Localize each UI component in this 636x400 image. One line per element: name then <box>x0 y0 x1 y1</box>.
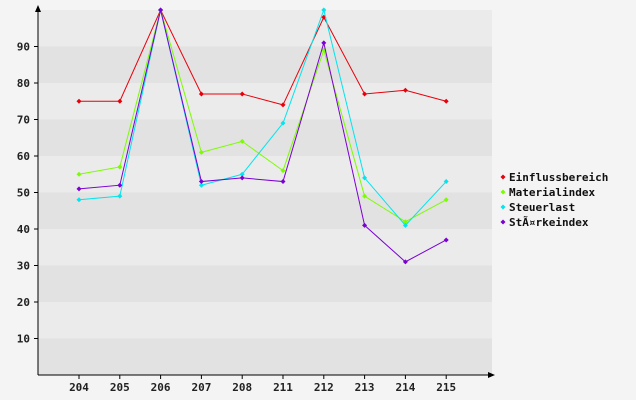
data-point <box>443 179 449 185</box>
x-tick-label: 208 <box>232 381 252 394</box>
data-point <box>280 102 286 108</box>
data-point <box>198 149 204 155</box>
series-line <box>78 8 447 227</box>
series-0 <box>76 7 449 108</box>
grid-band <box>38 302 492 339</box>
y-axis-arrow <box>35 5 41 12</box>
legend-label: Einflussbereich <box>509 171 608 184</box>
data-point <box>280 179 286 185</box>
data-point <box>239 91 245 97</box>
grid-band <box>38 10 492 47</box>
legend-marker <box>500 174 506 180</box>
data-point <box>158 7 164 13</box>
data-point <box>321 7 327 13</box>
data-point <box>198 182 204 188</box>
data-point <box>402 259 408 265</box>
data-point <box>76 197 82 203</box>
legend-label: Materialindex <box>509 186 595 199</box>
grid-band <box>38 265 492 302</box>
y-tick-label: 90 <box>17 41 30 54</box>
data-point <box>280 168 286 174</box>
data-point <box>239 138 245 144</box>
y-tick-label: 60 <box>17 150 30 163</box>
data-point <box>321 40 327 46</box>
data-point <box>362 175 368 181</box>
data-point <box>76 186 82 192</box>
data-point <box>76 171 82 177</box>
data-point <box>402 87 408 93</box>
data-point <box>117 98 123 104</box>
x-tick-label: 204 <box>69 381 89 394</box>
legend-marker <box>500 189 506 195</box>
data-point <box>117 193 123 199</box>
legend-label: Steuerlast <box>509 201 575 214</box>
data-point <box>402 219 408 225</box>
data-point <box>443 237 449 243</box>
data-point <box>321 14 327 20</box>
data-point <box>198 91 204 97</box>
axes <box>35 5 495 378</box>
data-point <box>362 222 368 228</box>
grid-band <box>38 156 492 193</box>
x-tick-label: 213 <box>355 381 375 394</box>
series-layer <box>76 7 449 265</box>
data-point <box>443 197 449 203</box>
x-axis-arrow <box>488 372 495 378</box>
y-axis-ticks: 10 20 30 40 50 60 70 80 90 <box>17 41 38 346</box>
y-tick-label: 70 <box>17 114 30 127</box>
y-tick-label: 10 <box>17 333 30 346</box>
y-tick-label: 50 <box>17 187 30 200</box>
data-point <box>402 222 408 228</box>
x-tick-label: 214 <box>395 381 415 394</box>
data-point <box>117 164 123 170</box>
x-tick-label: 212 <box>314 381 334 394</box>
y-tick-label: 20 <box>17 296 30 309</box>
legend: Einflussbereich Materialindex Steuerlast St… <box>500 171 608 229</box>
legend-marker <box>500 219 506 225</box>
y-tick-label: 80 <box>17 77 30 90</box>
x-tick-label: 211 <box>273 381 293 394</box>
x-tick-label: 206 <box>151 381 171 394</box>
legend-marker <box>500 204 506 210</box>
x-tick-label: 215 <box>436 381 456 394</box>
grid-band <box>38 119 492 156</box>
data-point <box>443 98 449 104</box>
data-point <box>239 175 245 181</box>
series-line <box>78 9 447 263</box>
data-point <box>280 120 286 126</box>
grid-band <box>38 338 492 375</box>
plot-background <box>38 10 492 375</box>
series-3 <box>76 7 449 265</box>
legend-label: StÃ¤rkeindex <box>509 216 589 229</box>
data-point <box>239 171 245 177</box>
x-axis-ticks: 204 205 206 207 208 211 212 213 214 215 <box>69 375 456 394</box>
grid-band <box>38 192 492 229</box>
data-point <box>76 98 82 104</box>
y-tick-label: 40 <box>17 223 30 236</box>
y-tick-label: 30 <box>17 260 30 273</box>
data-point <box>198 179 204 185</box>
grid-band <box>38 46 492 83</box>
x-tick-label: 205 <box>110 381 130 394</box>
grid-band <box>38 229 492 266</box>
data-point <box>362 193 368 199</box>
series-line <box>78 8 447 223</box>
data-point <box>117 182 123 188</box>
data-point <box>362 91 368 97</box>
x-tick-label: 207 <box>191 381 211 394</box>
series-line <box>79 8 447 106</box>
